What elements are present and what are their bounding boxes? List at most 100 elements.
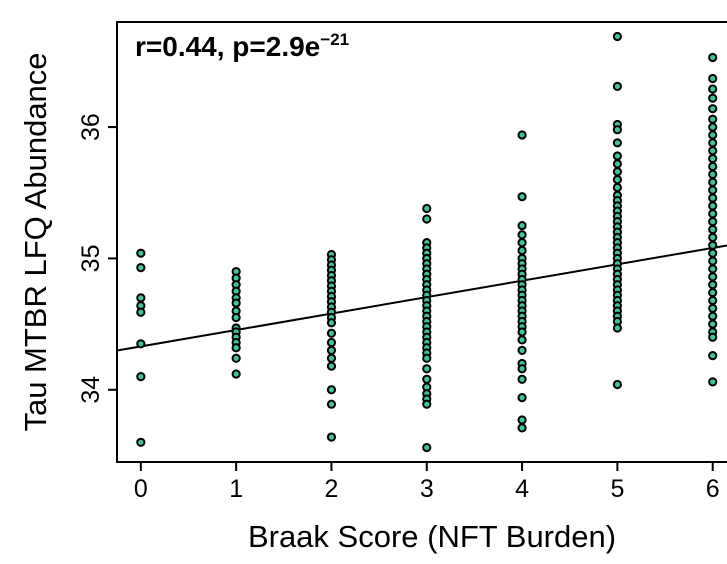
data-point	[708, 193, 718, 203]
data-point	[517, 220, 527, 231]
data-point	[708, 332, 718, 342]
data-point	[708, 201, 718, 211]
data-point	[136, 437, 146, 447]
data-point	[708, 130, 718, 140]
x-tick-label: 5	[610, 475, 624, 503]
data-point	[708, 377, 718, 387]
data-point	[708, 114, 718, 124]
data-point	[231, 312, 241, 323]
data-point	[422, 399, 432, 409]
x-axis: 0 1 2 3 4 5 6	[134, 462, 720, 503]
data-point	[517, 393, 527, 403]
annotation-text: r=0.44, p=2.9e	[135, 31, 320, 62]
data-point	[517, 423, 527, 433]
data-point	[326, 399, 337, 409]
data-point	[612, 167, 622, 177]
data-point	[517, 238, 527, 248]
x-tick-label: 4	[515, 475, 529, 503]
y-tick-label: 36	[77, 113, 105, 141]
data-point	[708, 264, 718, 274]
data-point	[708, 52, 718, 63]
data-point	[136, 339, 146, 349]
data-point	[708, 295, 718, 306]
data-point	[422, 353, 432, 363]
data-point	[708, 104, 718, 114]
data-point	[708, 169, 718, 179]
data-point	[136, 248, 146, 258]
data-point	[517, 130, 527, 140]
regression-line	[117, 244, 727, 352]
data-point	[326, 318, 337, 328]
data-point	[612, 159, 622, 169]
data-point	[612, 125, 622, 135]
data-point	[708, 351, 718, 361]
data-point	[708, 217, 718, 227]
data-point	[612, 81, 622, 91]
annotation-exponent: −21	[320, 30, 349, 49]
y-tick-label: 35	[77, 245, 105, 273]
data-point	[231, 369, 241, 379]
data-point	[708, 138, 718, 148]
x-tick-label: 0	[134, 475, 148, 503]
data-point	[326, 385, 337, 395]
data-point	[708, 303, 718, 313]
plot-frame	[116, 21, 727, 463]
data-point	[422, 203, 432, 214]
data-point	[708, 240, 718, 250]
y-axis-title: Tau MTBR LFQ Abundance	[18, 52, 53, 431]
data-point	[231, 343, 241, 353]
data-point	[517, 335, 527, 345]
data-point	[708, 224, 718, 235]
data-point	[326, 337, 337, 348]
data-point	[708, 319, 718, 329]
x-tick-label: 1	[229, 475, 243, 503]
data-point	[326, 345, 337, 355]
data-point	[136, 307, 146, 317]
data-point	[708, 153, 718, 164]
data-point	[517, 245, 527, 256]
data-point	[708, 248, 718, 258]
data-point	[422, 374, 432, 384]
data-point	[517, 192, 527, 202]
data-point	[708, 311, 718, 321]
data-point	[708, 209, 718, 219]
data-point	[326, 328, 337, 338]
data-point	[612, 379, 622, 390]
y-tick-label: 34	[77, 376, 105, 404]
data-point	[326, 361, 337, 371]
data-point	[612, 323, 622, 333]
data-point	[517, 374, 527, 384]
data-point	[517, 364, 527, 374]
data-point	[708, 256, 718, 266]
data-point	[708, 287, 718, 298]
data-point	[708, 232, 718, 243]
data-point	[612, 31, 622, 42]
correlation-annotation: r=0.44, p=2.9e−21	[135, 30, 349, 62]
data-point	[708, 280, 718, 290]
data-point	[708, 272, 718, 282]
points-layer	[136, 31, 718, 453]
data-point	[612, 138, 622, 148]
data-point	[136, 372, 146, 382]
data-point	[708, 146, 718, 156]
data-point	[422, 214, 432, 224]
regression-layer	[117, 244, 727, 352]
y-axis: 34 35 36	[77, 113, 117, 404]
data-point	[517, 345, 527, 355]
data-point	[231, 353, 241, 363]
data-point	[708, 84, 718, 94]
data-point	[326, 432, 337, 442]
data-point	[612, 182, 622, 193]
x-tick-label: 3	[420, 475, 434, 503]
data-point	[422, 442, 432, 453]
data-point	[708, 177, 718, 187]
x-axis-title: Braak Score (NFT Burden)	[248, 519, 616, 554]
data-point	[422, 364, 432, 374]
data-point	[517, 230, 527, 240]
data-point	[612, 151, 622, 161]
data-point	[326, 353, 337, 363]
data-point	[517, 415, 527, 425]
data-point	[708, 73, 718, 84]
data-point	[708, 93, 718, 103]
